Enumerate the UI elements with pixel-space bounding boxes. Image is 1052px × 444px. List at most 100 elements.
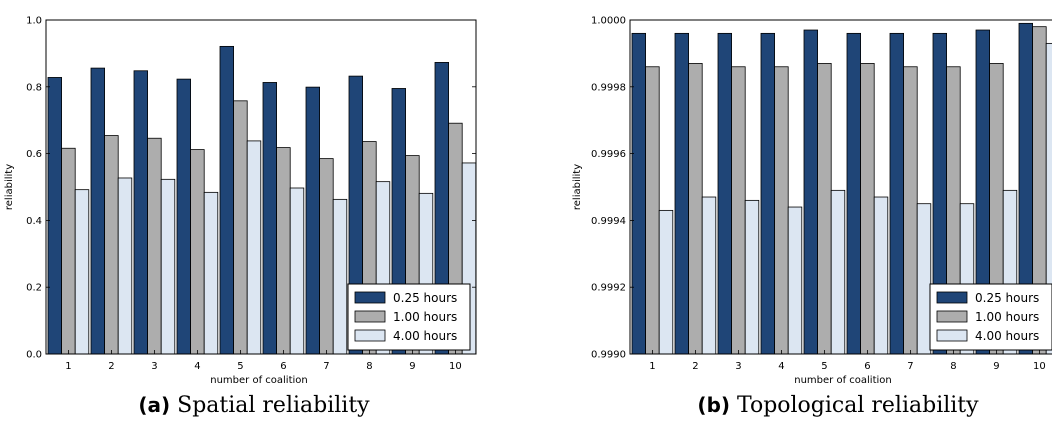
bar-0-25-hours-2 bbox=[674, 32, 690, 355]
x-axis-label: number of coalition bbox=[210, 375, 307, 386]
bar-4-00-hours-1 bbox=[658, 209, 674, 355]
bar-1-00-hours-6 bbox=[860, 63, 875, 355]
x-tick-label: 6 bbox=[280, 361, 286, 372]
x-axis-label: number of coalition bbox=[794, 375, 891, 386]
legend-swatch bbox=[936, 329, 968, 342]
x-tick-label: 9 bbox=[409, 361, 415, 372]
x-tick-label: 4 bbox=[778, 361, 784, 372]
bar-0-25-hours-4 bbox=[760, 32, 776, 355]
bar-1-00-hours-3 bbox=[147, 137, 162, 355]
caption-text: Topological reliability bbox=[737, 393, 979, 418]
x-tick-label: 1 bbox=[649, 361, 655, 372]
bar-4-00-hours-4 bbox=[203, 191, 219, 355]
plot-frame bbox=[629, 19, 1052, 355]
y-tick-label: 0.2 bbox=[26, 283, 42, 294]
bar-0-25-hours-7 bbox=[305, 86, 321, 355]
bar-4-00-hours-10 bbox=[1045, 42, 1052, 355]
x-tick-label: 7 bbox=[323, 361, 329, 372]
bar-0-25-hours-5 bbox=[219, 45, 235, 355]
y-tick-label: 0.4 bbox=[26, 216, 42, 227]
y-tick-label: 0.8 bbox=[26, 82, 42, 93]
x-tick-label: 6 bbox=[864, 361, 870, 372]
x-tick-label: 8 bbox=[950, 361, 956, 372]
caption-tag: (a) bbox=[138, 393, 177, 417]
chart-topological: 0.9990 0.9992 0.9994 0.9996 0.9998 1.0000 1 2 3 4… bbox=[572, 16, 1052, 418]
legend-label: 0.25 hours bbox=[975, 291, 1039, 305]
bar-4-00-hours-6 bbox=[873, 196, 889, 355]
bar-1-00-hours-7 bbox=[319, 158, 334, 355]
x-tick-label: 4 bbox=[194, 361, 200, 372]
bar-1-00-hours-5 bbox=[817, 63, 832, 355]
y-tick-label: 0.6 bbox=[26, 149, 42, 160]
legend-label: 1.00 hours bbox=[393, 310, 457, 324]
caption: (b) Topological reliability bbox=[697, 393, 979, 418]
bar-4-00-hours-3 bbox=[160, 178, 176, 355]
bar-4-00-hours-2 bbox=[701, 196, 717, 355]
chart-spatial: 0.0 0.2 0.4 0.6 0.8 1.0 1 2 3 4 5 6 7 8 9 10 number of c… bbox=[4, 16, 477, 418]
bar-4-00-hours-7 bbox=[332, 198, 348, 355]
y-tick-label: 0.9998 bbox=[591, 82, 626, 93]
x-tick-label: 10 bbox=[449, 361, 462, 372]
x-tick-label: 3 bbox=[151, 361, 157, 372]
bar-4-00-hours-1 bbox=[74, 189, 90, 355]
legend-swatch bbox=[354, 329, 386, 342]
bar-0-25-hours-3 bbox=[133, 70, 149, 355]
bar-1-00-hours-7 bbox=[903, 66, 918, 355]
legend: 0.25 hours 1.00 hours 4.00 hours bbox=[347, 283, 471, 351]
y-tick-label: 1.0 bbox=[26, 16, 42, 27]
bar-1-00-hours-2 bbox=[104, 135, 119, 355]
x-tick-label: 10 bbox=[1033, 361, 1046, 372]
legend-swatch bbox=[936, 310, 968, 323]
bar-4-00-hours-3 bbox=[744, 199, 760, 355]
bar-4-00-hours-5 bbox=[246, 140, 262, 355]
bar-0-25-hours-5 bbox=[803, 29, 819, 355]
x-tick-label: 5 bbox=[237, 361, 243, 372]
bar-1-00-hours-3 bbox=[731, 66, 746, 355]
bar-1-00-hours-5 bbox=[233, 100, 248, 355]
legend-label: 4.00 hours bbox=[975, 329, 1039, 343]
bar-1-00-hours-4 bbox=[190, 149, 205, 355]
legend-label: 1.00 hours bbox=[975, 310, 1039, 324]
bar-1-00-hours-2 bbox=[688, 63, 703, 355]
x-tick-label: 3 bbox=[735, 361, 741, 372]
x-tick-label: 8 bbox=[366, 361, 372, 372]
legend-swatch bbox=[354, 310, 386, 323]
y-tick-label: 1.0000 bbox=[591, 16, 626, 27]
y-tick-label: 0.9994 bbox=[591, 216, 626, 227]
bar-0-25-hours-7 bbox=[889, 32, 905, 355]
legend: 0.25 hours 1.00 hours 4.00 hours bbox=[929, 283, 1052, 351]
y-tick-label: 0.0 bbox=[26, 350, 42, 361]
x-tick-label: 7 bbox=[907, 361, 913, 372]
bar-1-00-hours-1 bbox=[645, 66, 660, 355]
y-axis-label: reliability bbox=[572, 164, 583, 210]
bar-0-25-hours-1 bbox=[631, 32, 647, 355]
legend-label: 0.25 hours bbox=[393, 291, 457, 305]
bar-4-00-hours-2 bbox=[117, 177, 133, 355]
bar-4-00-hours-7 bbox=[916, 203, 932, 355]
bar-1-00-hours-1 bbox=[61, 147, 76, 355]
x-tick-label: 5 bbox=[821, 361, 827, 372]
legend-swatch bbox=[354, 291, 386, 304]
legend-swatch bbox=[936, 291, 968, 304]
x-tick-label: 9 bbox=[993, 361, 999, 372]
bar-1-00-hours-4 bbox=[774, 66, 789, 355]
bar-4-00-hours-4 bbox=[787, 206, 803, 355]
x-tick-label: 2 bbox=[692, 361, 698, 372]
y-tick-label: 0.9996 bbox=[591, 149, 626, 160]
plot-frame bbox=[45, 19, 477, 355]
bar-1-00-hours-6 bbox=[276, 147, 291, 355]
bar-4-00-hours-6 bbox=[289, 187, 305, 355]
bar-0-25-hours-1 bbox=[47, 77, 63, 355]
bar-0-25-hours-2 bbox=[90, 67, 106, 355]
y-axis-label: reliability bbox=[4, 164, 15, 210]
bar-4-00-hours-5 bbox=[830, 189, 846, 355]
caption-tag: (b) bbox=[697, 393, 737, 417]
y-tick-label: 0.9992 bbox=[591, 283, 626, 294]
y-tick-label: 0.9990 bbox=[591, 350, 626, 361]
bar-0-25-hours-3 bbox=[717, 32, 733, 355]
caption-text: Spatial reliability bbox=[177, 393, 370, 418]
bar-0-25-hours-6 bbox=[846, 32, 862, 355]
bar-0-25-hours-6 bbox=[262, 82, 278, 355]
bar-0-25-hours-4 bbox=[176, 78, 192, 355]
